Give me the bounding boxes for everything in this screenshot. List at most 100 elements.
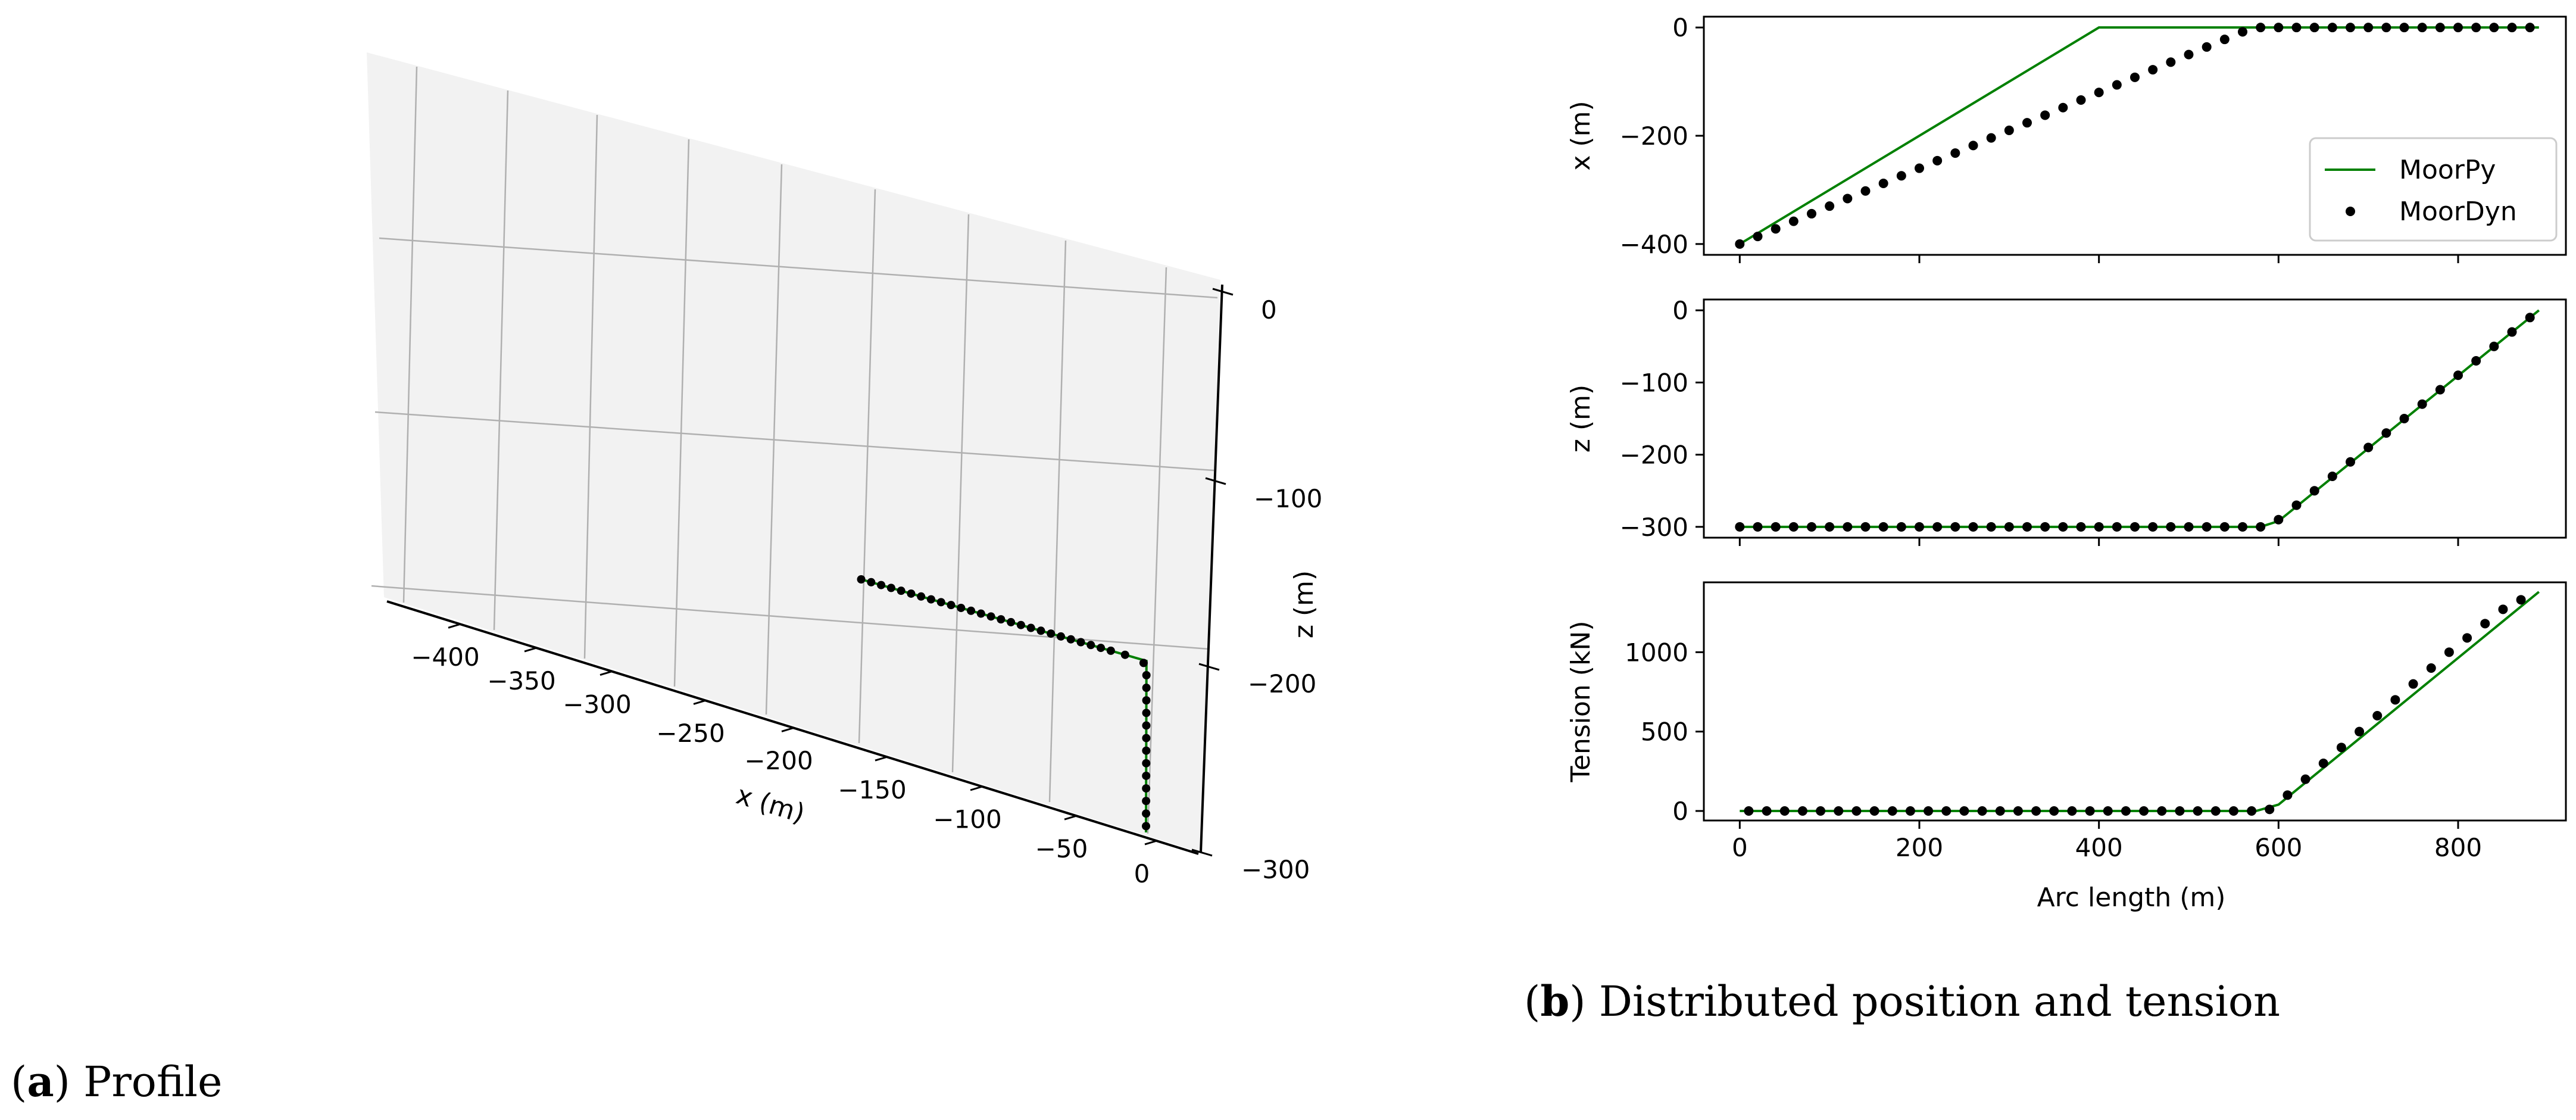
x-tick-label: −50 bbox=[1035, 834, 1088, 863]
y-tick-label: 0 bbox=[1672, 797, 1688, 826]
grid-line-x bbox=[1147, 267, 1167, 834]
data-point-moordyn bbox=[2336, 742, 2346, 753]
x-tick-label: 600 bbox=[2255, 833, 2302, 862]
x-tick-label: −400 bbox=[411, 642, 479, 672]
x-axis-label: x (m) bbox=[733, 780, 808, 829]
data-point-moordyn bbox=[1735, 522, 1745, 532]
z-tick bbox=[1205, 477, 1226, 485]
data-point-moordyn bbox=[2346, 23, 2355, 33]
data-point-moordyn bbox=[886, 584, 895, 592]
data-point-moordyn bbox=[1086, 641, 1095, 650]
data-point-moordyn bbox=[1986, 522, 1996, 532]
data-point-moordyn bbox=[1816, 806, 1826, 816]
x-tick bbox=[875, 756, 888, 762]
data-point-moordyn bbox=[1932, 155, 1943, 166]
grid-line-z bbox=[379, 237, 1218, 299]
data-point-moordyn bbox=[2238, 27, 2247, 37]
caption-a: (a) Profile bbox=[11, 1057, 223, 1106]
data-point-moordyn bbox=[2139, 806, 2149, 816]
z-tick bbox=[1191, 848, 1213, 857]
data-point-moordyn bbox=[2327, 471, 2337, 481]
y-tick-label: 1000 bbox=[1625, 638, 1688, 667]
data-point-moordyn bbox=[1986, 133, 1996, 143]
x-tick bbox=[781, 726, 794, 732]
x-axis-label: Arc length (m) bbox=[2037, 882, 2226, 913]
data-point-moordyn bbox=[2489, 23, 2499, 33]
data-point-moordyn bbox=[1142, 671, 1151, 679]
grid-line-x bbox=[951, 214, 970, 773]
data-point-moordyn bbox=[2058, 102, 2068, 113]
z-tick-label: −300 bbox=[1241, 855, 1310, 884]
data-point-moordyn bbox=[1932, 522, 1943, 532]
series-line-moorpy bbox=[1739, 26, 2539, 245]
data-point-moordyn bbox=[2157, 806, 2167, 816]
data-point-moordyn bbox=[1007, 617, 1016, 626]
y-axis-label: z (m) bbox=[1566, 385, 1596, 453]
data-point-moordyn bbox=[867, 578, 876, 586]
x-tick-label: 800 bbox=[2434, 833, 2482, 862]
data-point-moordyn bbox=[1797, 806, 1807, 816]
grid-line-x bbox=[1048, 240, 1067, 803]
x-tick bbox=[970, 785, 983, 791]
data-point-moordyn bbox=[2346, 457, 2355, 467]
data-point-moordyn bbox=[2435, 23, 2445, 33]
data-point-moordyn bbox=[1915, 163, 1924, 173]
data-point-moordyn bbox=[2363, 442, 2374, 453]
data-point-moordyn bbox=[926, 595, 935, 604]
data-point-moordyn bbox=[1887, 806, 1897, 816]
data-point-moordyn bbox=[1968, 522, 1978, 532]
data-point-moordyn bbox=[1843, 194, 1853, 204]
data-point-moordyn bbox=[2202, 42, 2212, 52]
x-tick-label: −250 bbox=[656, 719, 725, 748]
data-point-moordyn bbox=[1142, 797, 1151, 806]
data-point-moordyn bbox=[2040, 522, 2050, 532]
x-tick-label: 400 bbox=[2075, 833, 2123, 862]
data-point-moordyn bbox=[2210, 806, 2221, 816]
data-point-moordyn bbox=[1142, 746, 1151, 755]
data-point-moordyn bbox=[2525, 23, 2535, 33]
data-point-moordyn bbox=[2022, 522, 2032, 532]
data-point-moordyn bbox=[2363, 23, 2374, 33]
data-point-moordyn bbox=[2094, 88, 2104, 98]
grid-line-x bbox=[493, 90, 509, 631]
z-tick bbox=[1198, 663, 1220, 671]
data-point-moordyn bbox=[2300, 774, 2310, 784]
data-point-moordyn bbox=[1950, 522, 1960, 532]
data-point-moordyn bbox=[1735, 239, 1745, 249]
data-point-moordyn bbox=[2291, 500, 2302, 510]
data-point-moordyn bbox=[1142, 822, 1151, 831]
data-point-moordyn bbox=[1106, 646, 1115, 655]
legend-entry-moorpy: MoorPy bbox=[2399, 155, 2496, 185]
data-point-moordyn bbox=[1915, 522, 1924, 532]
data-point-moordyn bbox=[947, 601, 956, 610]
y-tick-label: −300 bbox=[1620, 513, 1688, 542]
data-point-moordyn bbox=[2238, 522, 2247, 532]
plot-frame bbox=[1703, 581, 2567, 822]
data-point-moordyn bbox=[2184, 49, 2194, 60]
data-point-moordyn bbox=[2498, 604, 2508, 614]
y-axis-label: Tension (kN) bbox=[1566, 620, 1596, 782]
data-point-moordyn bbox=[1753, 522, 1763, 532]
legend-box bbox=[2309, 137, 2558, 242]
data-point-moordyn bbox=[2309, 23, 2319, 33]
data-point-moordyn bbox=[2175, 806, 2185, 816]
data-point-moordyn bbox=[1076, 638, 1085, 647]
data-point-moordyn bbox=[1142, 696, 1151, 705]
data-point-moordyn bbox=[2480, 619, 2490, 629]
data-point-moordyn bbox=[2130, 522, 2140, 532]
data-point-moordyn bbox=[2076, 95, 2086, 105]
z-axis-label: z (m) bbox=[1289, 570, 1319, 638]
data-point-moordyn bbox=[857, 575, 866, 584]
data-point-moordyn bbox=[2148, 65, 2158, 75]
data-point-moordyn bbox=[2327, 23, 2337, 33]
data-point-moordyn bbox=[2130, 72, 2140, 82]
x-tick-label: −150 bbox=[838, 775, 906, 804]
data-point-moordyn bbox=[1142, 809, 1151, 818]
data-point-moordyn bbox=[1860, 186, 1871, 196]
data-point-moordyn bbox=[2399, 23, 2409, 33]
data-point-moordyn bbox=[2121, 806, 2131, 816]
data-point-moordyn bbox=[1995, 806, 2005, 816]
x-tick bbox=[524, 647, 537, 653]
data-point-moordyn bbox=[2112, 522, 2122, 532]
x-tick bbox=[448, 623, 461, 629]
